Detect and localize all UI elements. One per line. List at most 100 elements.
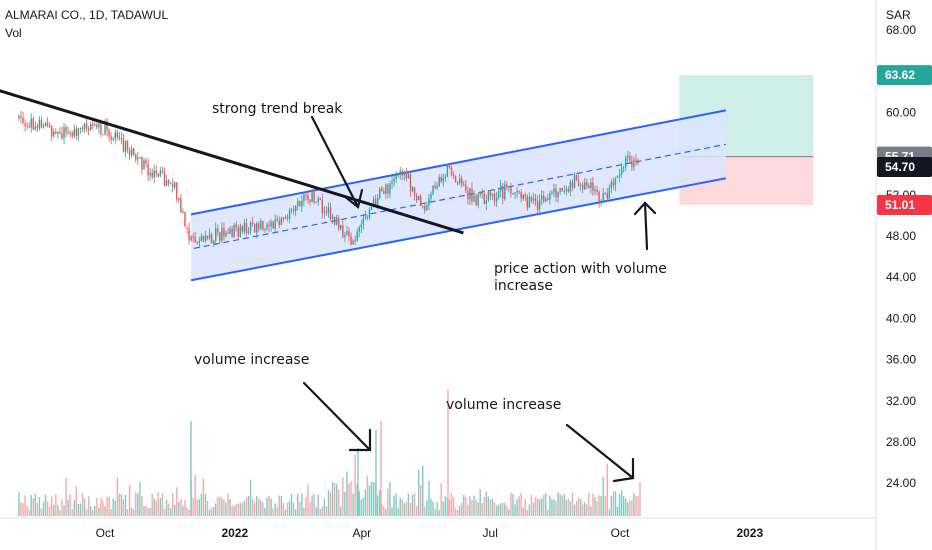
downtrend-line[interactable] [0, 78, 464, 235]
volume-bar [260, 500, 262, 516]
volume-bar [602, 476, 604, 516]
volume-bar [73, 500, 75, 516]
volume-bar [604, 496, 606, 516]
candle-body [448, 165, 451, 168]
candle-body [342, 225, 344, 238]
candle-body [221, 227, 223, 241]
volume-bar [524, 498, 526, 516]
candle-body [536, 201, 539, 210]
candle-body [436, 185, 438, 188]
candle-body [424, 205, 426, 211]
volume-bar [241, 503, 244, 516]
candle-body [272, 221, 274, 229]
volume-bar [555, 500, 557, 516]
candle-body [604, 192, 606, 194]
volume-bar [155, 500, 157, 516]
candle-body [430, 194, 432, 199]
candle-body [219, 232, 221, 241]
candle-body [133, 148, 135, 155]
volume-bar [504, 502, 506, 516]
volume-bar [549, 495, 551, 516]
volume-bar [463, 494, 465, 516]
volume-bar [489, 499, 492, 516]
volume-bar [198, 499, 201, 516]
volume-bar [286, 502, 289, 516]
volume-bar [432, 502, 434, 516]
volume-bar [264, 507, 266, 516]
candle-body [602, 192, 604, 202]
candle-body [526, 196, 529, 208]
annotation-trend-break: strong trend break [212, 101, 343, 117]
volume-bar [620, 490, 623, 516]
channel-upper-line[interactable] [190, 109, 727, 216]
volume-bar [141, 495, 143, 516]
candle-body [266, 224, 268, 229]
candle-body [512, 193, 514, 195]
candle-body [102, 134, 104, 136]
volume-bar [606, 463, 608, 516]
candle-body [456, 182, 459, 184]
price-tick-label: 68.00 [886, 23, 916, 37]
volume-bar [186, 507, 188, 516]
candle-body [290, 209, 293, 211]
volume-bar [89, 506, 92, 516]
volume-bar [516, 499, 518, 516]
volume-bar [327, 489, 330, 516]
channel-midline[interactable] [193, 143, 726, 249]
candle-body [588, 185, 590, 188]
candle-body [625, 157, 627, 168]
candle-body [524, 194, 526, 197]
candle-body [530, 196, 533, 201]
candle-body [426, 205, 428, 211]
volume-bar [192, 497, 194, 516]
candle-body [381, 188, 383, 191]
volume-bar [96, 498, 98, 516]
channel-fill [191, 110, 726, 281]
candle-body [475, 195, 477, 206]
volume-bar [196, 499, 198, 516]
candle-body [176, 182, 178, 200]
candle-body [487, 191, 490, 201]
volume-bar [608, 509, 611, 516]
candle-body [452, 174, 455, 176]
volume-bar [184, 499, 186, 516]
time-tick-label: Jul [483, 526, 498, 540]
volume-bar [616, 506, 619, 516]
volume-bar [85, 509, 88, 516]
volume-bar [413, 493, 416, 516]
volume-bar [534, 497, 537, 516]
volume-bar [428, 480, 430, 516]
candle-body [303, 194, 305, 201]
volume-bar [307, 484, 309, 516]
candle-body [620, 167, 623, 175]
volume-bar [229, 498, 231, 516]
candle-body [549, 193, 551, 200]
volume-arrowhead-1 [348, 428, 372, 452]
volume-bar [467, 504, 469, 516]
candle-body [42, 125, 45, 127]
volume-bar [157, 492, 160, 516]
candle-body [194, 236, 196, 243]
volume-bar [266, 497, 268, 516]
candle-body [463, 184, 465, 186]
volume-bar [499, 503, 502, 516]
candle-body [278, 220, 280, 226]
volume-bar [102, 501, 104, 516]
candle-body [188, 228, 190, 241]
candle-body [399, 170, 401, 175]
volume-bar [366, 475, 369, 516]
channel-lower-line[interactable] [190, 177, 727, 282]
volume-bar [625, 498, 627, 516]
chart-title: ALMARAI CO., 1D, TADAWUL [5, 8, 169, 22]
volume-bar [380, 421, 382, 516]
candle-body [432, 185, 434, 195]
volume-bar [447, 390, 449, 516]
volume-bar [24, 495, 26, 516]
volume-bar [491, 498, 494, 516]
volume-bar [272, 508, 274, 516]
volume-bar [77, 503, 80, 516]
candle-body [307, 195, 309, 200]
volume-bar [356, 484, 358, 516]
candle-body [85, 123, 88, 129]
